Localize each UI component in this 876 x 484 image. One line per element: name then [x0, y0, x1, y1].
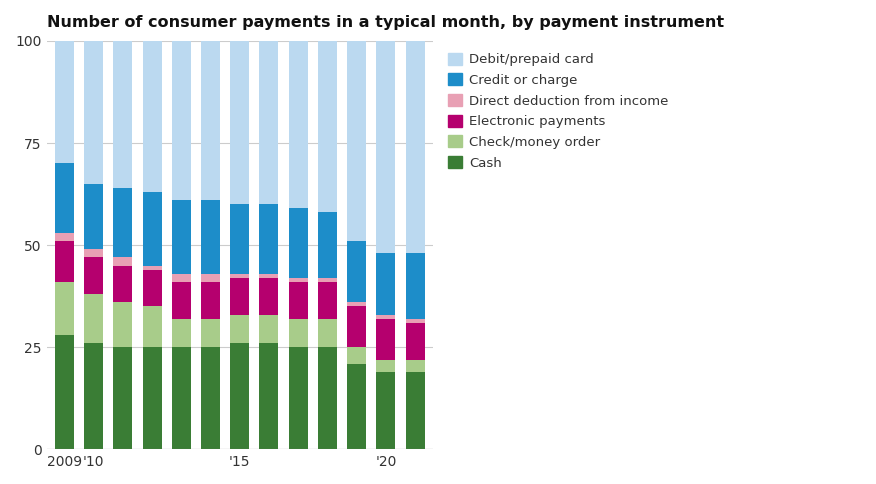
Bar [172, 274, 191, 282]
Bar [347, 302, 366, 306]
Bar [172, 282, 191, 318]
Bar [406, 253, 425, 318]
Bar [347, 241, 366, 302]
Bar [55, 241, 74, 282]
Bar [259, 274, 279, 278]
Bar [201, 274, 220, 282]
Bar [406, 323, 425, 360]
Bar [406, 41, 425, 253]
Bar [259, 343, 279, 450]
Bar [55, 233, 74, 241]
Bar [230, 315, 250, 343]
Bar [143, 306, 161, 348]
Bar [55, 282, 74, 335]
Bar [143, 192, 161, 266]
Bar [289, 282, 307, 318]
Bar [84, 41, 103, 184]
Bar [84, 343, 103, 450]
Bar [347, 363, 366, 450]
Bar [230, 274, 250, 278]
Bar [201, 318, 220, 348]
Bar [347, 306, 366, 348]
Bar [113, 348, 132, 450]
Bar [143, 41, 161, 192]
Bar [172, 348, 191, 450]
Bar [84, 257, 103, 294]
Bar [406, 318, 425, 323]
Bar [230, 278, 250, 315]
Bar [406, 372, 425, 450]
Bar [289, 318, 307, 348]
Bar [289, 41, 307, 209]
Bar [289, 348, 307, 450]
Bar [84, 249, 103, 257]
Bar [377, 372, 395, 450]
Bar [259, 41, 279, 204]
Bar [347, 348, 366, 363]
Bar [347, 41, 366, 241]
Bar [289, 278, 307, 282]
Bar [318, 318, 337, 348]
Bar [113, 266, 132, 302]
Bar [230, 41, 250, 204]
Legend: Debit/prepaid card, Credit or charge, Direct deduction from income, Electronic p: Debit/prepaid card, Credit or charge, Di… [443, 47, 675, 175]
Bar [201, 348, 220, 450]
Bar [259, 204, 279, 274]
Bar [55, 335, 74, 450]
Bar [55, 164, 74, 233]
Bar [318, 212, 337, 278]
Bar [318, 348, 337, 450]
Bar [143, 348, 161, 450]
Bar [113, 41, 132, 188]
Bar [84, 184, 103, 249]
Bar [289, 209, 307, 278]
Bar [201, 41, 220, 200]
Bar [230, 343, 250, 450]
Text: Number of consumer payments in a typical month, by payment instrument: Number of consumer payments in a typical… [47, 15, 724, 30]
Bar [318, 278, 337, 282]
Bar [143, 266, 161, 270]
Bar [201, 200, 220, 274]
Bar [377, 318, 395, 360]
Bar [318, 41, 337, 212]
Bar [318, 282, 337, 318]
Bar [84, 294, 103, 343]
Bar [113, 188, 132, 257]
Bar [259, 315, 279, 343]
Bar [172, 200, 191, 274]
Bar [377, 315, 395, 318]
Bar [113, 257, 132, 266]
Bar [377, 360, 395, 372]
Bar [230, 204, 250, 274]
Bar [377, 41, 395, 253]
Bar [377, 253, 395, 315]
Bar [143, 270, 161, 306]
Bar [172, 41, 191, 200]
Bar [113, 302, 132, 348]
Bar [406, 360, 425, 372]
Bar [259, 278, 279, 315]
Bar [201, 282, 220, 318]
Bar [172, 318, 191, 348]
Bar [55, 41, 74, 164]
